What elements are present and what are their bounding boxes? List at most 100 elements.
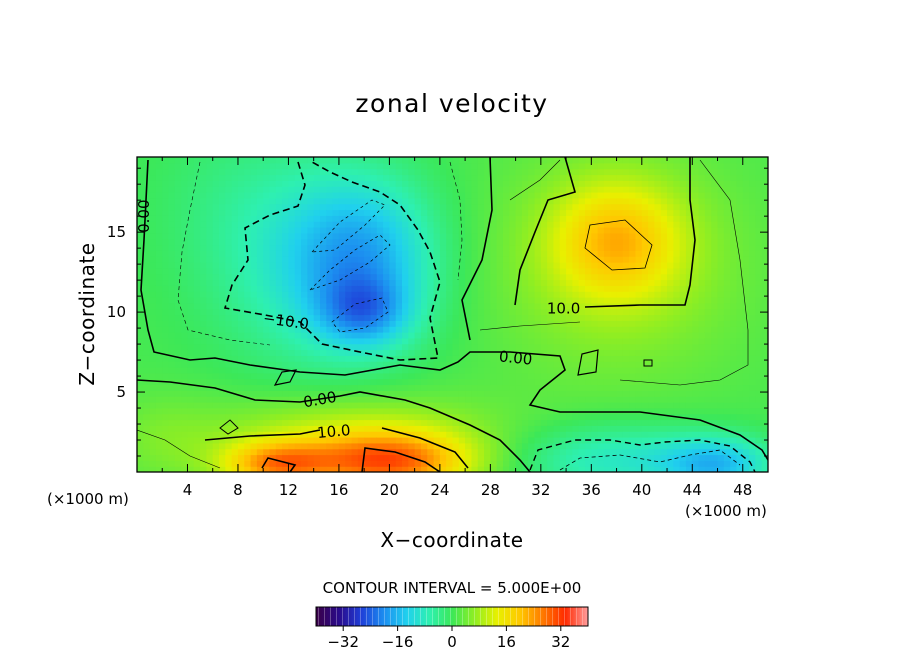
- field-cell: [389, 460, 397, 467]
- field-cell: [654, 384, 662, 391]
- field-cell: [553, 180, 561, 187]
- field-cell: [610, 425, 618, 432]
- field-cell: [275, 262, 283, 269]
- field-cell: [275, 244, 283, 251]
- field-cell: [553, 232, 561, 240]
- field-cell: [477, 267, 485, 275]
- field-cell: [370, 215, 378, 222]
- field-cell: [528, 250, 536, 257]
- field-cell: [452, 203, 460, 211]
- field-cell: [515, 162, 523, 170]
- field-cell: [603, 320, 611, 327]
- field-cell: [502, 355, 510, 362]
- field-cell: [263, 244, 271, 251]
- field-cell: [553, 419, 561, 426]
- field-cell: [206, 448, 214, 456]
- field-cell: [566, 209, 573, 216]
- field-cell: [673, 262, 681, 269]
- field-cell: [219, 407, 226, 415]
- field-cell: [345, 332, 353, 339]
- field-cell: [528, 437, 536, 444]
- field-cell: [597, 460, 605, 467]
- field-cell: [294, 343, 302, 351]
- field-cell: [307, 437, 315, 444]
- field-cell: [402, 180, 409, 187]
- field-cell: [427, 273, 435, 281]
- field-cell: [237, 203, 245, 211]
- field-cell: [465, 180, 473, 187]
- field-cell: [439, 355, 447, 362]
- field-cell: [212, 273, 220, 281]
- field-cell: [521, 174, 529, 181]
- field-cell: [502, 232, 510, 240]
- field-cell: [162, 448, 170, 456]
- field-cell: [597, 197, 605, 205]
- field-cell: [452, 227, 460, 234]
- field-cell: [162, 390, 170, 397]
- field-cell: [294, 244, 302, 251]
- field-cell: [685, 209, 693, 216]
- field-cell: [578, 419, 586, 426]
- field-cell: [698, 308, 706, 316]
- field-cell: [635, 197, 643, 205]
- field-cell: [717, 332, 725, 339]
- field-cell: [427, 279, 435, 286]
- field-cell: [383, 174, 390, 181]
- field-cell: [231, 349, 239, 356]
- field-cell: [629, 232, 637, 240]
- field-cell: [477, 209, 485, 216]
- field-cell: [641, 425, 649, 432]
- field-cell: [534, 232, 542, 240]
- field-cell: [338, 215, 346, 222]
- field-cell: [528, 390, 536, 397]
- field-cell: [452, 402, 460, 409]
- field-cell: [490, 407, 498, 415]
- field-cell: [547, 320, 555, 327]
- field-cell: [704, 326, 712, 333]
- field-cell: [553, 367, 561, 374]
- field-cell: [439, 413, 447, 421]
- field-cell: [269, 162, 277, 170]
- field-cell: [654, 390, 662, 397]
- field-cell: [616, 372, 624, 380]
- field-cell: [540, 407, 548, 415]
- field-cell: [376, 355, 384, 362]
- field-cell: [275, 291, 283, 298]
- field-cell: [256, 227, 264, 234]
- field-cell: [660, 209, 668, 216]
- field-cell: [313, 244, 321, 251]
- field-cell: [244, 232, 252, 240]
- field-cell: [282, 384, 290, 391]
- field-cell: [660, 192, 668, 199]
- field-cell: [673, 291, 681, 298]
- field-cell: [610, 343, 618, 351]
- field-cell: [319, 355, 327, 362]
- field-cell: [231, 256, 239, 263]
- field-cell: [540, 297, 548, 304]
- field-cell: [389, 174, 397, 181]
- field-cell: [597, 402, 605, 409]
- field-cell: [471, 215, 479, 222]
- field-cell: [193, 314, 201, 321]
- field-cell: [282, 285, 290, 292]
- field-cell: [698, 402, 706, 409]
- field-cell: [484, 320, 491, 327]
- field-cell: [635, 431, 643, 438]
- field-cell: [351, 454, 359, 461]
- field-cell: [490, 244, 498, 251]
- field-cell: [149, 157, 157, 164]
- field-cell: [477, 431, 485, 438]
- field-cell: [319, 425, 327, 432]
- field-cell: [389, 267, 397, 275]
- field-cell: [439, 203, 447, 211]
- field-cell: [301, 384, 308, 391]
- field-cell: [326, 227, 334, 234]
- field-cell: [376, 425, 384, 432]
- field-cell: [301, 273, 308, 281]
- field-cell: [446, 174, 454, 181]
- field-cell: [275, 349, 283, 356]
- field-cell: [597, 425, 605, 432]
- field-cell: [673, 314, 681, 321]
- field-cell: [275, 215, 283, 222]
- field-cell: [433, 215, 441, 222]
